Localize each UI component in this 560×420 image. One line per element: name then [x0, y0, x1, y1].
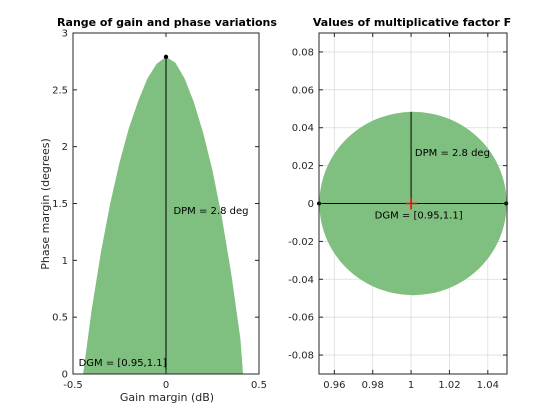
x-tick-label: 1: [408, 380, 414, 391]
y-tick-label: 2.5: [52, 85, 68, 96]
y-tick-label: 0.04: [292, 123, 314, 134]
y-tick-label: 0.5: [52, 313, 68, 324]
x-tick-label: 0.5: [251, 380, 267, 391]
multiplicative-factor-panel: Values of multiplicative factor F DPM = …: [288, 16, 511, 391]
annotation-label: DPM = 2.8 deg: [415, 148, 490, 159]
y-tick-label: 3: [62, 29, 68, 40]
y-tick-label: 1: [62, 256, 68, 267]
x-tick-label: -0.5: [63, 380, 83, 391]
gain-phase-region: [83, 56, 243, 375]
left-chart-title: Range of gain and phase variations: [57, 16, 277, 29]
y-tick-label: 0: [308, 199, 314, 210]
y-tick-label: -0.06: [288, 313, 314, 324]
y-tick-label: 0.06: [292, 85, 314, 96]
y-tick-label: 0.08: [292, 47, 314, 58]
annotation-label: DGM = [0.95,1.1]: [79, 358, 167, 369]
left-x-axis-label: Gain margin (dB): [120, 391, 214, 404]
left-y-axis-label: Phase margin (degrees): [39, 138, 52, 270]
y-tick-label: 1.5: [52, 199, 68, 210]
x-tick-label: 0.96: [323, 380, 345, 391]
x-tick-label: 0.98: [362, 380, 384, 391]
gain-phase-range-panel: Range of gain and phase variations DPM =…: [39, 16, 277, 404]
y-tick-label: -0.04: [288, 275, 314, 286]
x-tick-label: 0: [163, 380, 169, 391]
y-tick-label: 0.02: [292, 161, 314, 172]
y-tick-label: 0: [62, 370, 68, 381]
y-tick-label: -0.02: [288, 237, 314, 248]
x-tick-label: 1.02: [438, 380, 460, 391]
annotation-label: DPM = 2.8 deg: [173, 206, 248, 217]
peak-marker: [163, 54, 169, 60]
y-tick-label: -0.08: [288, 351, 314, 362]
annotation-label: DGM = [0.95,1.1]: [375, 210, 463, 221]
right-chart-title: Values of multiplicative factor F: [313, 16, 511, 29]
y-tick-label: 2: [62, 142, 68, 153]
x-tick-label: 1.04: [477, 380, 499, 391]
